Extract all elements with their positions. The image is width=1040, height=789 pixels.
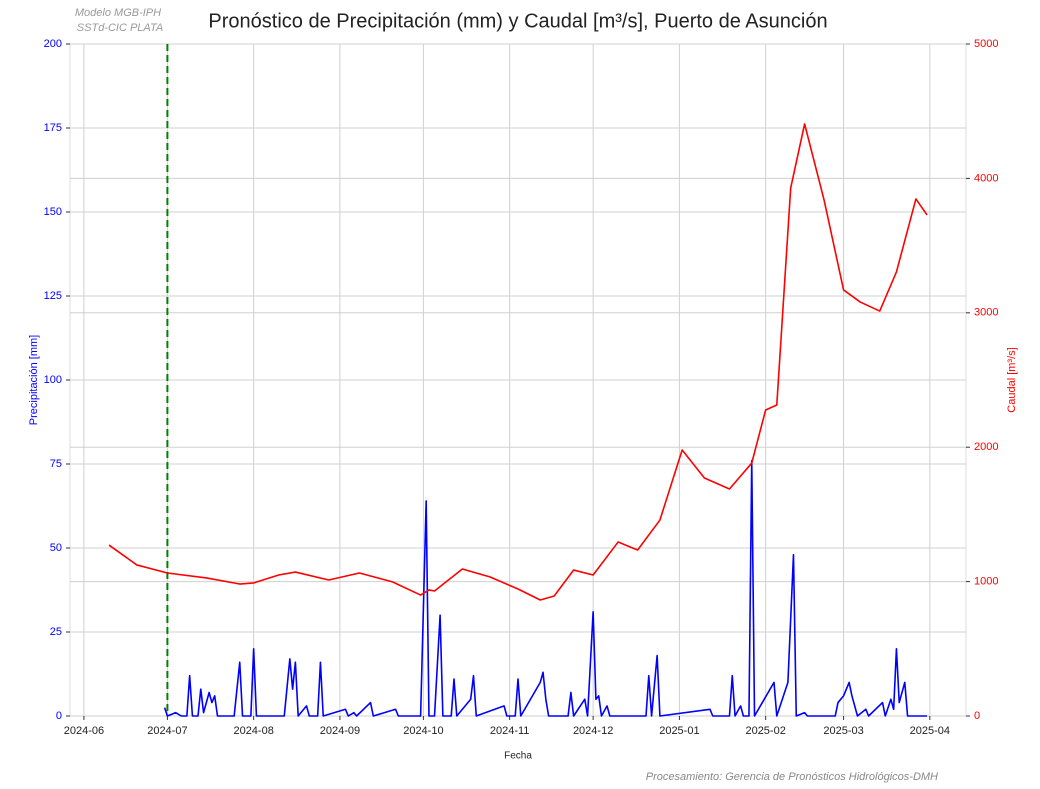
chart-title: Pronóstico de Precipitación (mm) y Cauda…	[208, 10, 827, 32]
y2-tick-label: 0	[974, 710, 980, 722]
y-tick-label: 75	[50, 458, 62, 470]
y-tick-label: 100	[44, 374, 62, 386]
y2-tick-label: 1000	[974, 576, 998, 588]
x-tick-label: 2024-07	[147, 725, 187, 737]
x-tick-label: 2024-10	[403, 725, 443, 737]
x-tick-label: 2024-11	[490, 725, 530, 737]
x-tick-label: 2024-06	[64, 725, 104, 737]
x-tick-label: 2025-02	[745, 725, 785, 737]
model-note: SSTd-CIC PLATA	[77, 22, 163, 34]
y-axis-label: Precipitación [mm]	[28, 335, 40, 425]
y-tick-label: 0	[56, 710, 62, 722]
y2-axis-label: Caudal [m³/s]	[1006, 347, 1018, 412]
y-tick-label: 25	[50, 626, 62, 638]
series-line	[163, 459, 928, 717]
y-tick-label: 175	[44, 122, 62, 134]
x-tick-label: 2025-01	[659, 725, 699, 737]
x-tick-label: 2025-03	[823, 725, 863, 737]
x-tick-label: 2024-12	[573, 725, 613, 737]
footer: Procesamiento: Gerencia de Pronósticos H…	[646, 771, 938, 783]
y-tick-label: 200	[44, 38, 62, 50]
y-tick-label: 50	[50, 542, 62, 554]
x-tick-label: 2024-09	[320, 725, 360, 737]
y2-tick-label: 2000	[974, 441, 998, 453]
series-line	[108, 123, 928, 601]
x-tick-label: 2025-04	[910, 725, 950, 737]
x-axis-label: Fecha	[504, 751, 532, 762]
x-tick-label: 2024-08	[233, 725, 273, 737]
y-tick-label: 150	[44, 206, 62, 218]
y2-tick-label: 4000	[974, 172, 998, 184]
model-note: Modelo MGB-IPH	[75, 7, 161, 19]
y-tick-label: 125	[44, 290, 62, 302]
y2-tick-label: 3000	[974, 307, 998, 319]
y2-tick-label: 5000	[974, 38, 998, 50]
